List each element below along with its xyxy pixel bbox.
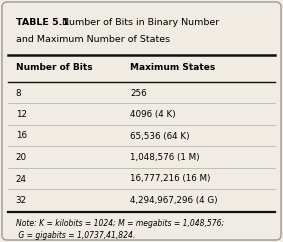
Text: Note: K = kilobits = 1024; M = megabits = 1,048,576;: Note: K = kilobits = 1024; M = megabits …: [16, 219, 224, 227]
Text: 4,294,967,296 (4 G): 4,294,967,296 (4 G): [130, 196, 218, 205]
Text: TABLE 5.1: TABLE 5.1: [16, 18, 68, 27]
Text: Maximum States: Maximum States: [130, 62, 215, 71]
Text: 32: 32: [16, 196, 27, 205]
Text: 4096 (4 K): 4096 (4 K): [130, 110, 176, 119]
Text: G = gigabits = 1,0737,41,824.: G = gigabits = 1,0737,41,824.: [16, 232, 135, 241]
Text: 8: 8: [16, 89, 21, 98]
Text: and Maximum Number of States: and Maximum Number of States: [16, 36, 170, 45]
Text: 16: 16: [16, 131, 27, 141]
Text: 65,536 (64 K): 65,536 (64 K): [130, 131, 190, 141]
Text: Number of Bits in Binary Number: Number of Bits in Binary Number: [59, 18, 219, 27]
Text: 12: 12: [16, 110, 27, 119]
Text: Number of Bits: Number of Bits: [16, 62, 92, 71]
FancyBboxPatch shape: [2, 2, 281, 240]
Text: 1,048,576 (1 M): 1,048,576 (1 M): [130, 153, 200, 162]
Text: 20: 20: [16, 153, 27, 162]
Text: 16,777,216 (16 M): 16,777,216 (16 M): [130, 174, 211, 183]
Text: 24: 24: [16, 174, 27, 183]
Text: 256: 256: [130, 89, 147, 98]
